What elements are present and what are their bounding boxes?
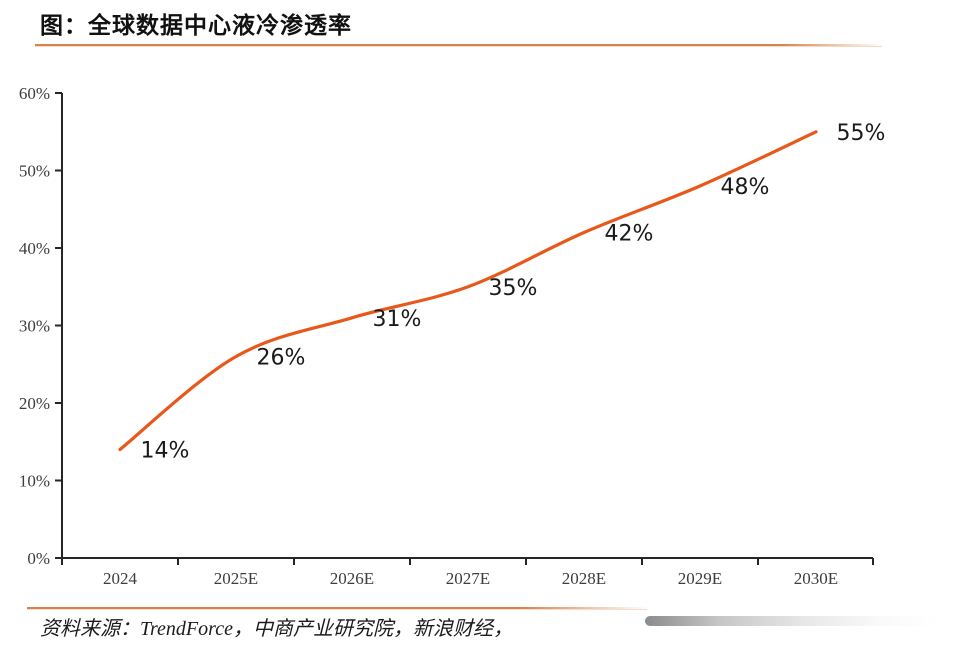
data-label: 31% bbox=[373, 307, 422, 332]
y-tick-label: 0% bbox=[27, 549, 50, 568]
source-text: 资料来源：TrendForce，中商产业研究院，新浪财经， bbox=[40, 618, 513, 640]
y-tick-label: 20% bbox=[19, 394, 50, 413]
y-tick-label: 30% bbox=[19, 317, 50, 336]
x-tick-label: 2027E bbox=[446, 569, 490, 588]
x-tick-label: 2025E bbox=[214, 569, 258, 588]
data-label: 14% bbox=[141, 439, 190, 464]
x-tick-label: 2030E bbox=[794, 569, 838, 588]
liquid-cooling-penetration-line-chart: 0% 10% 20% 30% 40% 50% 60% 2024 2025E 2026E 2027E 2… bbox=[19, 84, 886, 588]
data-label: 35% bbox=[489, 276, 538, 301]
y-tick-label: 40% bbox=[19, 239, 50, 258]
x-tick-label: 2028E bbox=[562, 569, 606, 588]
x-tick-label: 2026E bbox=[330, 569, 374, 588]
y-tick-label: 50% bbox=[19, 162, 50, 181]
x-tick-label: 2029E bbox=[678, 569, 722, 588]
data-label: 42% bbox=[605, 222, 654, 247]
y-tick-label: 10% bbox=[19, 472, 50, 491]
redacted-smudge bbox=[645, 616, 940, 626]
penetration-rate-line bbox=[118, 130, 818, 452]
title-divider bbox=[35, 44, 882, 46]
x-tick-label: 2024 bbox=[103, 569, 138, 588]
data-label: 48% bbox=[721, 175, 770, 200]
data-label: 26% bbox=[257, 346, 306, 371]
footer-divider bbox=[27, 607, 647, 609]
figure-title: 图：全球数据中心液冷渗透率 bbox=[40, 12, 352, 39]
data-label: 55% bbox=[837, 121, 886, 146]
y-tick-label: 60% bbox=[19, 84, 50, 103]
